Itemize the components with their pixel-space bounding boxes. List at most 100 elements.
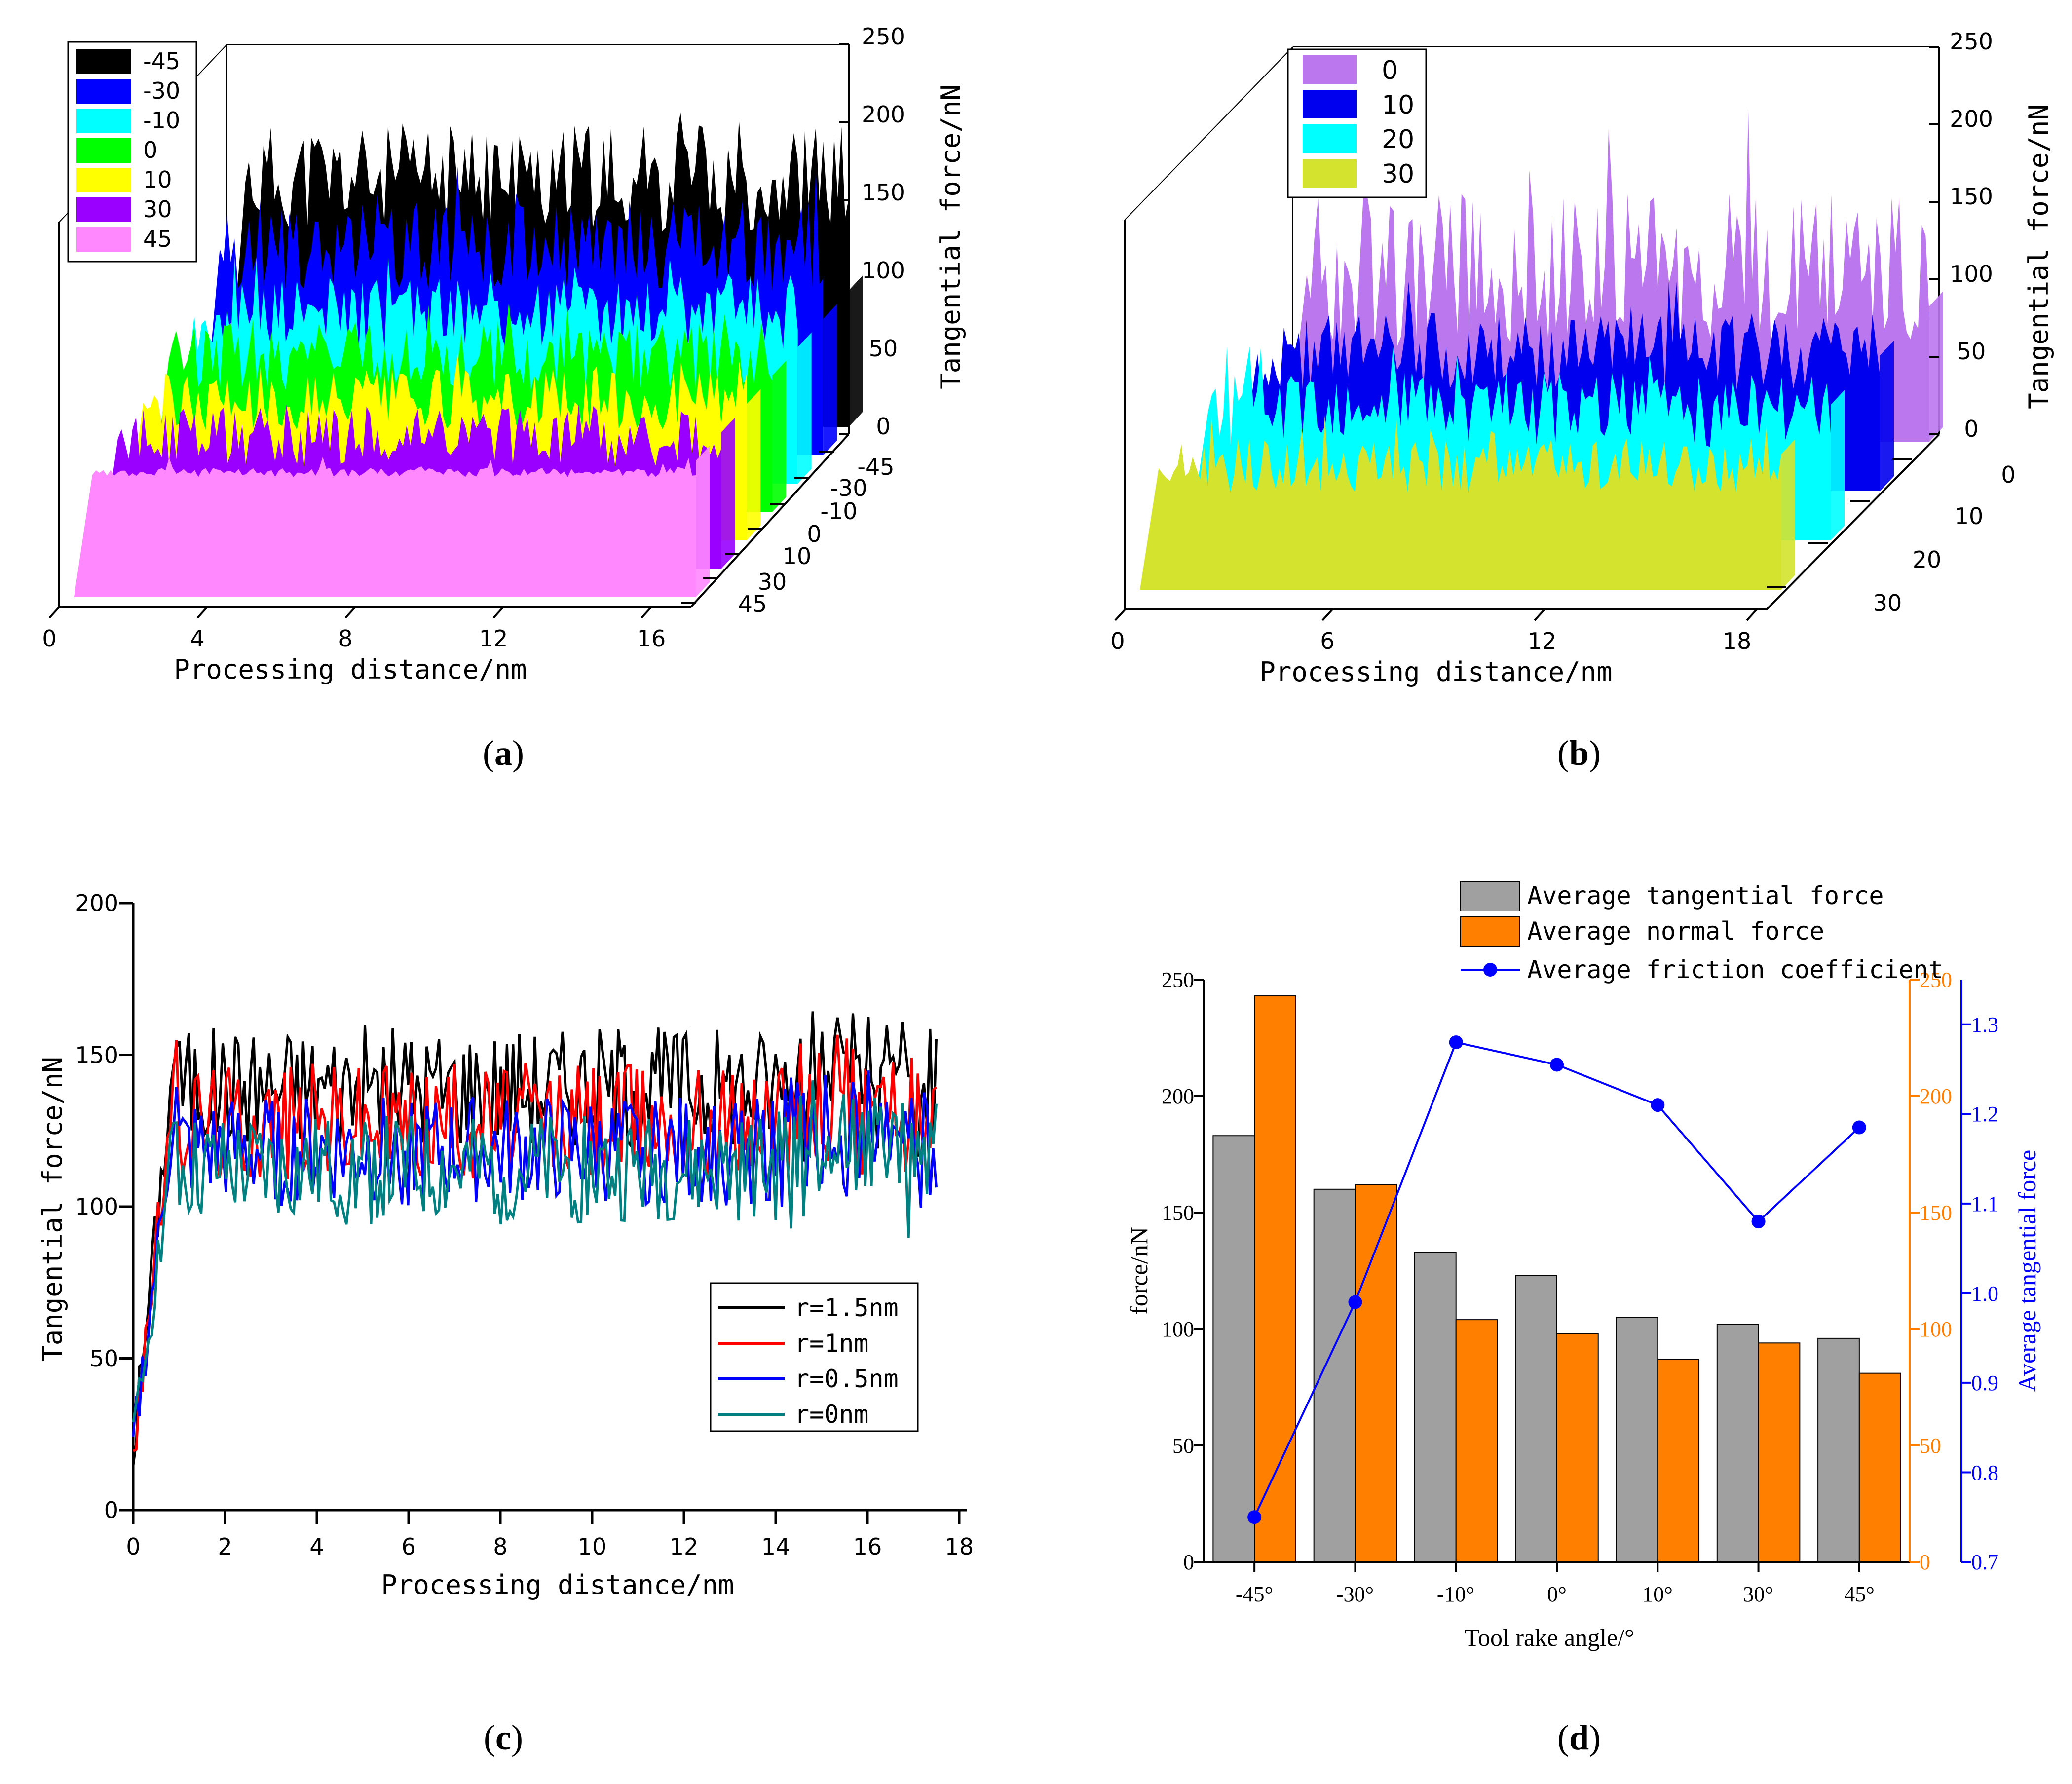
panel-a-legend-label-6: 45 <box>143 226 172 252</box>
panel-a-ztick-0: -45 <box>857 454 894 480</box>
a-area-side-45 <box>696 446 710 597</box>
panel-c-legend-label-1: r=1nm <box>794 1329 869 1358</box>
panel-b-legend-swatch-0 <box>1303 55 1357 84</box>
panel-d-ytick-right-orange-0: 0 <box>1920 1550 1930 1574</box>
panel-d-ytick-4: 200 <box>1162 1084 1194 1108</box>
b-area-side-20 <box>1831 390 1845 540</box>
panel-b-xticks <box>1114 608 1758 621</box>
a-area-side--30 <box>823 304 837 455</box>
panel-b-caption: (b) <box>1557 733 1601 773</box>
panel-b-legend-swatch-2 <box>1303 124 1357 153</box>
panel-a-xtick-2: 8 <box>338 625 352 652</box>
panel-d-ytick-5: 250 <box>1162 968 1194 992</box>
panel-c-legend-label-0: r=1.5nm <box>794 1293 899 1322</box>
panel-b-legend-label-0: 0 <box>1382 56 1398 85</box>
panel-d-ytick-3: 150 <box>1162 1201 1194 1225</box>
panel-c-ytick-2: 100 <box>75 1193 118 1220</box>
panel-d-bar-tangential-4 <box>1616 1317 1658 1562</box>
panel-b-legend: 0 10 20 30 <box>1287 48 1427 198</box>
panel-d-legend-label-1: Average normal force <box>1527 917 1824 946</box>
panel-b-legend-label-1: 10 <box>1382 90 1414 120</box>
panel-c-xtick-5: 10 <box>578 1533 607 1560</box>
panel-a-legend-swatch-2 <box>76 109 131 133</box>
panel-a-ztick-1: -30 <box>830 475 867 501</box>
a-area-45 <box>74 456 696 597</box>
panel-d-friction-point-5 <box>1751 1215 1766 1229</box>
panel-d-bar-normal-2 <box>1455 1319 1498 1563</box>
panel-d-ytick-right-blue-0: 0.7 <box>1971 1550 1998 1574</box>
panel-d-xtick-2: -10° <box>1437 1582 1474 1606</box>
panel-a-ytick-4: 200 <box>862 101 905 128</box>
panel-d-legend-swatch-1 <box>1460 916 1520 947</box>
panel-d-ytick-right-blue-3: 1.0 <box>1971 1282 1998 1306</box>
panel-d-ylabel: force/nN <box>1125 1227 1153 1315</box>
panel-d-bar-tangential-2 <box>1414 1252 1457 1562</box>
panel-d-xtick-1: -30° <box>1336 1582 1374 1606</box>
panel-d-friction-point-2 <box>1449 1035 1463 1050</box>
panel-b-legend-label-3: 30 <box>1382 159 1414 189</box>
panel-a-ytick-2: 100 <box>862 257 905 284</box>
panel-c-xlabel: Processing distance/nm <box>381 1569 734 1600</box>
panel-b-ytick-5: 250 <box>1950 28 1993 55</box>
panel-b-ztick-1: 10 <box>1955 503 1984 530</box>
panel-c-line-r=0nm <box>132 1080 938 1423</box>
panel-c-legend-label-3: r=0nm <box>794 1400 869 1429</box>
panel-c-xtick-9: 18 <box>945 1533 974 1560</box>
panel-d-bar-tangential-0 <box>1212 1135 1255 1562</box>
panel-b-ztick-2: 20 <box>1913 546 1942 573</box>
panel-a-areas <box>74 112 863 597</box>
panel-a-ylabel: Tangential force/nN <box>935 84 966 389</box>
panel-a-legend-label-2: -10 <box>143 107 180 134</box>
panel-d-ytick-right-orange-2: 100 <box>1920 1317 1952 1341</box>
panel-a-xtick-3: 12 <box>479 625 508 652</box>
panel-a-legend-label-1: -30 <box>143 77 180 104</box>
panel-d-ytick-right-orange-3: 150 <box>1920 1201 1952 1225</box>
panel-c-line-r=0.5nm <box>132 1070 938 1437</box>
panel-a-xtick-0: 0 <box>42 625 56 652</box>
panel-a-legend-swatch-0 <box>76 49 131 74</box>
panel-a-xlabel: Processing distance/nm <box>174 654 527 685</box>
panel-a-xtick-1: 4 <box>190 625 204 652</box>
panel-b-legend-swatch-1 <box>1303 90 1357 118</box>
panel-c-legend-label-2: r=0.5nm <box>794 1365 899 1393</box>
panel-d-legend: Average tangential force Average normal … <box>1460 881 1943 984</box>
panel-a-legend-swatch-1 <box>76 79 131 104</box>
panel-c-xtick-2: 4 <box>309 1533 324 1560</box>
panel-a-ztick-4: 10 <box>783 543 812 569</box>
panel-b-xlabel: Processing distance/nm <box>1259 656 1612 687</box>
panel-b-ytick-0: 0 <box>1964 416 1978 442</box>
panel-d-legend-label-2: Average friction coefficient <box>1527 955 1943 984</box>
panel-d-xlabel: Tool rake angle/° <box>1465 1624 1634 1651</box>
panel-b-ylabel: Tangential force/nN <box>2023 104 2054 409</box>
panel-b-ztick-3: 30 <box>1873 590 1902 616</box>
panel-c-xtick-8: 16 <box>853 1533 882 1560</box>
panel-c-xtick-3: 6 <box>401 1533 415 1560</box>
panel-a-ytick-1: 50 <box>869 335 898 362</box>
panel-b-yticks <box>1929 46 1939 435</box>
panel-b-xtick-2: 12 <box>1528 628 1557 654</box>
panel-d-ytick-2: 100 <box>1162 1317 1194 1341</box>
panel-a-legend-swatch-4 <box>76 168 131 192</box>
panel-c-ylabel: Tangential force/nN <box>37 1057 68 1362</box>
panel-a-legend-label-0: -45 <box>143 48 180 75</box>
panel-a-ztick-2: -10 <box>820 498 857 525</box>
b-area-side-0 <box>1929 291 1943 442</box>
panel-d-bar-normal-0 <box>1254 995 1296 1562</box>
panel-d-xtick-5: 30° <box>1743 1582 1773 1606</box>
panel-c-xtick-0: 0 <box>126 1533 140 1560</box>
panel-a-caption: (a) <box>483 733 524 773</box>
panel-a-xtick-4: 16 <box>637 625 666 652</box>
panel-a-ztick-5: 30 <box>758 569 787 595</box>
panel-d-ytick-right-blue-6: 1.3 <box>1971 1013 1998 1037</box>
panel-d-ytick-right-blue-5: 1.2 <box>1971 1102 1998 1126</box>
b-area-30 <box>1140 415 1781 590</box>
panel-d-friction-point-0 <box>1247 1510 1262 1524</box>
panel-d-ytick-0: 0 <box>1183 1550 1194 1574</box>
panel-a-ytick-5: 250 <box>862 23 905 50</box>
panel-b-zticks <box>1767 458 1912 588</box>
a-area-side-10 <box>747 389 761 540</box>
panel-d-legend-label-0: Average tangential force <box>1527 881 1884 910</box>
panel-d-legend-marker-2 <box>1483 963 1497 977</box>
panel-a-legend-swatch-3 <box>76 138 131 163</box>
